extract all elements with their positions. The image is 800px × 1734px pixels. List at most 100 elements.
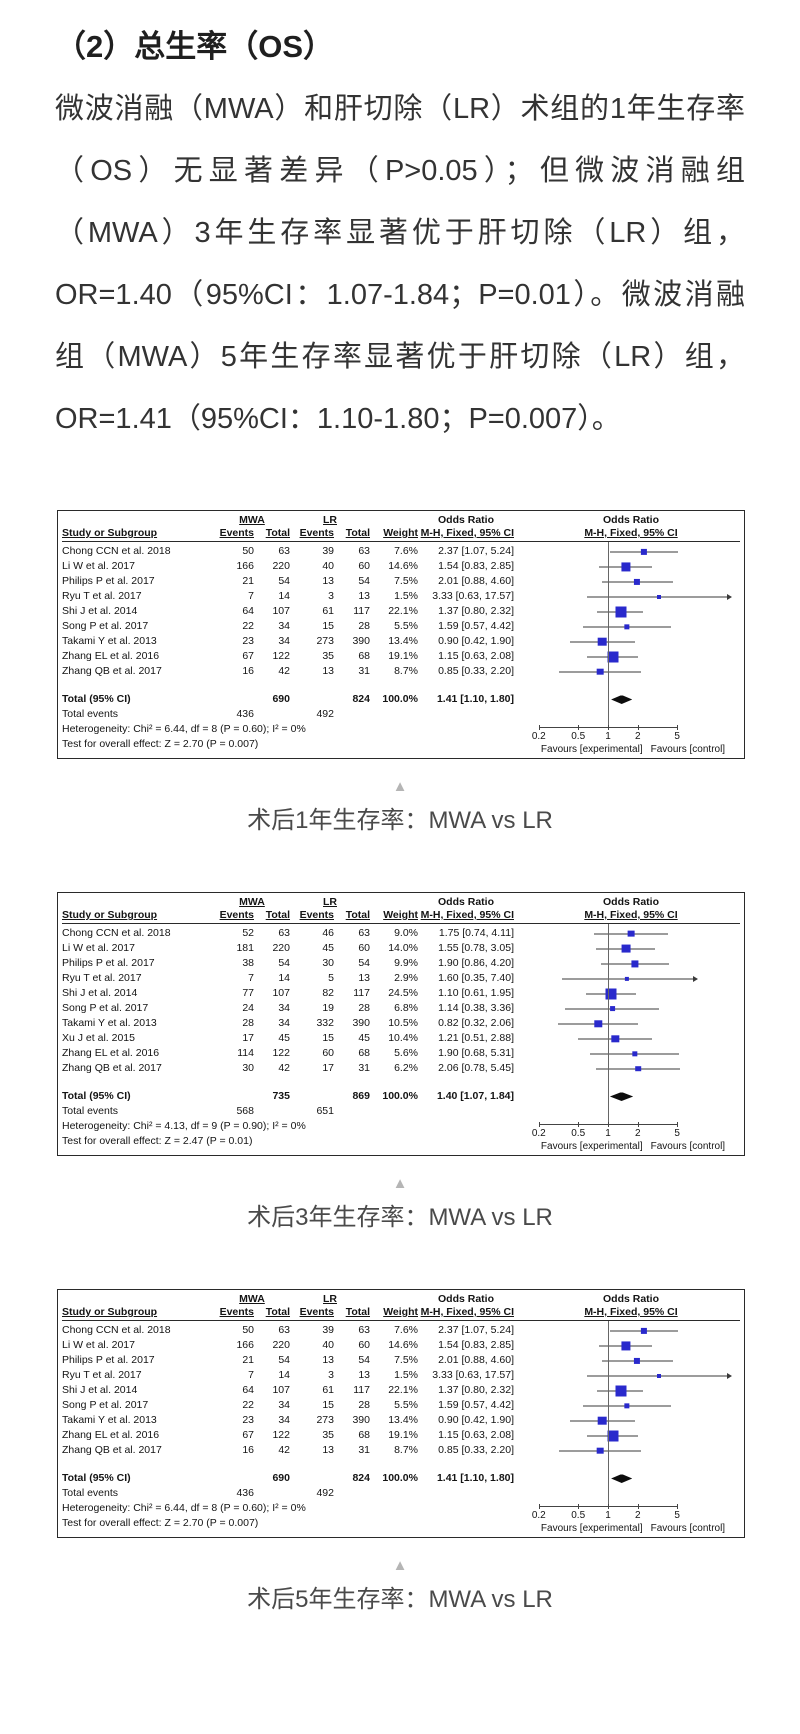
- lr-total: 60: [358, 560, 370, 572]
- mwa-events: 22: [242, 620, 254, 632]
- plot-header: MWA LR Odds Ratio Odds Ratio Study or Subgro…: [62, 514, 740, 542]
- lr-events: 30: [322, 957, 334, 969]
- or-ci-text: 3.33 [0.63, 17.57]: [432, 1369, 514, 1381]
- study-row: Shi J et al. 2014 64 107 61 117 22.1% 1.37 [0.…: [62, 604, 740, 619]
- ci-graph-cell: [522, 1413, 740, 1428]
- heterogeneity-row: Heterogeneity: Chi² = 4.13, df = 9 (P = …: [62, 1119, 740, 1134]
- lr-total: 63: [358, 1324, 370, 1336]
- ci-graph-cell: [522, 1398, 740, 1413]
- ci-graph-cell: [522, 956, 740, 971]
- figure-caption-1year: 术后1年生存率：MWA vs LR: [247, 807, 553, 834]
- mwa-events: 67: [242, 650, 254, 662]
- heterogeneity-text: Heterogeneity: Chi² = 6.44, df = 8 (P = …: [62, 723, 306, 735]
- ci-graph-cell: [522, 1353, 740, 1368]
- col-header-events: Events: [299, 1306, 334, 1318]
- mwa-total: 14: [278, 590, 290, 602]
- lr-total: 60: [358, 1339, 370, 1351]
- group-header-mwa: MWA: [239, 514, 265, 526]
- mwa-events: 67: [242, 1429, 254, 1441]
- ci-graph-cell: [522, 1471, 740, 1486]
- mwa-events: 436: [236, 1487, 254, 1499]
- ci-graph-cell: [522, 971, 740, 986]
- mwa-total: 220: [272, 1339, 290, 1351]
- plot-header-groups: MWA LR Odds Ratio Odds Ratio: [62, 514, 740, 527]
- lr-total: 54: [358, 575, 370, 587]
- ci-arrow-right-icon: [727, 593, 732, 600]
- col-header-total: Total: [265, 1306, 290, 1318]
- study-name: Zhang QB et al. 2017: [62, 1444, 162, 1456]
- ci-graph-cell: [522, 926, 740, 941]
- log-axis: 0.2 0.5 1 2 5 Favours [experimental] Favours […: [523, 725, 741, 769]
- ci-graph-cell: [522, 544, 740, 559]
- graph-column-title: Odds Ratio: [602, 1293, 659, 1305]
- lr-events: 39: [322, 545, 334, 557]
- weight: 100.0%: [382, 1472, 418, 1484]
- axis-tick: [578, 1122, 580, 1127]
- mwa-events: 7: [248, 1369, 254, 1381]
- lr-total: 68: [358, 1429, 370, 1441]
- study-name: Chong CCN et al. 2018: [62, 545, 171, 557]
- or-ci-text: 0.90 [0.42, 1.90]: [438, 635, 514, 647]
- axis-tick: [538, 1122, 540, 1127]
- axis-tick-label: 1: [605, 1510, 611, 1521]
- col-header-total: Total: [265, 909, 290, 921]
- ci-graph-cell: [522, 589, 740, 604]
- study-row: Ryu T et al. 2017 7 14 3 13 1.5% 3.33 [0.63, 1…: [62, 1368, 740, 1383]
- study-row: Ryu T et al. 2017 7 14 3 13 1.5% 3.33 [0.63, 1…: [62, 589, 740, 604]
- weight: 7.5%: [394, 1354, 418, 1366]
- study-name: Chong CCN et al. 2018: [62, 927, 171, 939]
- lr-events: 40: [322, 560, 334, 572]
- col-header-events: Events: [299, 909, 334, 921]
- axis-tick-label: 0.5: [571, 1128, 586, 1139]
- study-name: Takami Y et al. 2013: [62, 635, 157, 647]
- mwa-total: 42: [278, 665, 290, 677]
- ci-graph-cell: [522, 1338, 740, 1353]
- mwa-total: 34: [278, 620, 290, 632]
- axis-tick-label: 2: [635, 1510, 641, 1521]
- or-ci-text: 2.06 [0.78, 5.45]: [438, 1062, 514, 1074]
- lr-total: 54: [358, 957, 370, 969]
- or-ci-text: 0.85 [0.33, 2.20]: [438, 1444, 514, 1456]
- lr-total: 117: [353, 987, 370, 999]
- axis-tick: [637, 1504, 639, 1509]
- weight: 1.5%: [394, 1369, 418, 1381]
- overall-test-text: Test for overall effect: Z = 2.47 (P = 0…: [62, 1135, 253, 1147]
- spacer-row: [62, 1458, 740, 1471]
- mwa-events: 16: [242, 665, 254, 677]
- or-marker: [621, 1340, 631, 1351]
- heterogeneity-text: Heterogeneity: Chi² = 4.13, df = 9 (P = …: [62, 1120, 306, 1132]
- lr-total: 117: [353, 605, 370, 617]
- weight: 7.6%: [394, 545, 418, 557]
- plot-header-columns: Study or Subgroup Events Total Events Total W…: [62, 527, 740, 540]
- lr-events: 3: [328, 590, 334, 602]
- mwa-events: 23: [242, 635, 254, 647]
- favours-control-label: Favours [control]: [650, 1523, 726, 1534]
- or-marker: [621, 561, 631, 572]
- study-name: Takami Y et al. 2013: [62, 1017, 157, 1029]
- weight: 9.0%: [394, 927, 418, 939]
- or-ci-text: 2.01 [0.88, 4.60]: [438, 1354, 514, 1366]
- study-name: Total (95% CI): [62, 1472, 131, 1484]
- axis-line: [538, 727, 678, 728]
- lr-total: 28: [358, 1002, 370, 1014]
- or-marker: [594, 1019, 603, 1028]
- figure-caption-3year: 术后3年生存率：MWA vs LR: [247, 1204, 553, 1231]
- or-marker: [633, 1357, 641, 1364]
- mwa-total: 122: [272, 1429, 290, 1441]
- study-row: Chong CCN et al. 2018 52 63 46 63 9.0% 1.75 [0…: [62, 926, 740, 941]
- ci-graph-cell: [522, 1486, 740, 1501]
- or-marker: [656, 1373, 661, 1378]
- or-marker: [615, 1385, 627, 1396]
- study-name: Zhang EL et al. 2016: [62, 650, 160, 662]
- lr-events: 45: [322, 942, 334, 954]
- lr-total: 13: [358, 590, 370, 602]
- ci-graph-cell: [522, 1016, 740, 1031]
- mwa-total: 735: [272, 1090, 290, 1102]
- or-marker: [598, 637, 607, 646]
- or-marker: [627, 930, 635, 937]
- col-header-events: Events: [299, 527, 334, 539]
- or-marker: [631, 959, 639, 968]
- mwa-total: 54: [278, 1354, 290, 1366]
- group-header-mwa: MWA: [239, 896, 265, 908]
- study-row: Li W et al. 2017 181 220 45 60 14.0% 1.55 [0.7…: [62, 941, 740, 956]
